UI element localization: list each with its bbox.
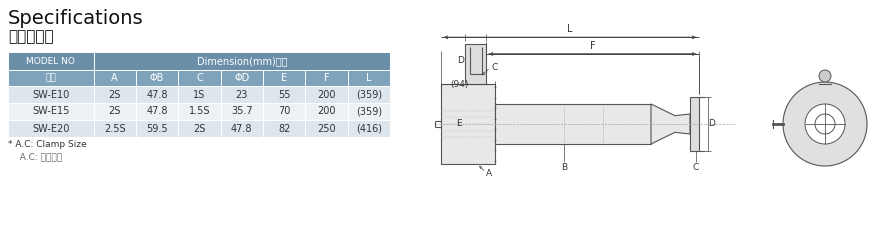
Bar (220, 70, 263, 86)
Text: A: A (112, 73, 118, 83)
Text: L: L (366, 73, 372, 83)
Circle shape (805, 104, 845, 144)
Text: L: L (567, 24, 573, 34)
Bar (94, 70, 136, 86)
Polygon shape (441, 84, 495, 164)
Bar (305, 103, 348, 120)
Bar (94, 52, 390, 70)
Bar (94, 120, 136, 137)
Text: F: F (324, 73, 329, 83)
Bar (348, 103, 390, 120)
Text: 设备参数：: 设备参数： (8, 29, 54, 44)
Text: 35.7: 35.7 (231, 106, 252, 116)
Bar (305, 120, 348, 137)
Circle shape (819, 70, 831, 82)
Text: 1.5S: 1.5S (189, 106, 210, 116)
Polygon shape (465, 44, 486, 84)
Text: B: B (561, 163, 567, 172)
Text: F: F (589, 41, 596, 51)
Text: C: C (196, 73, 203, 83)
Text: SW-E10: SW-E10 (32, 90, 69, 100)
Bar (136, 70, 178, 86)
Bar (348, 86, 390, 103)
Bar (8, 120, 94, 137)
Bar (178, 86, 220, 103)
Bar (220, 86, 263, 103)
Text: 型号: 型号 (45, 73, 56, 82)
Text: 2S: 2S (109, 90, 121, 100)
Text: (94): (94) (450, 80, 468, 89)
Text: 200: 200 (317, 106, 335, 116)
Bar (263, 86, 305, 103)
Text: 2S: 2S (193, 123, 205, 133)
Bar (305, 70, 348, 86)
Text: 82: 82 (278, 123, 290, 133)
Text: D: D (457, 56, 464, 65)
Text: Dimension(mm)尺寸: Dimension(mm)尺寸 (196, 56, 287, 66)
Bar (136, 86, 178, 103)
Circle shape (815, 114, 835, 134)
Text: E: E (281, 73, 288, 83)
Circle shape (783, 82, 867, 166)
Bar (263, 70, 305, 86)
Bar (348, 120, 390, 137)
Bar (94, 103, 136, 120)
Bar (348, 70, 390, 86)
Bar (136, 103, 178, 120)
Bar (136, 120, 178, 137)
Text: 250: 250 (317, 123, 335, 133)
Text: D: D (708, 120, 715, 129)
Bar (178, 120, 220, 137)
Bar (220, 103, 263, 120)
Text: 55: 55 (278, 90, 290, 100)
Text: 70: 70 (278, 106, 290, 116)
Text: MODEL NO: MODEL NO (27, 57, 75, 65)
Bar (220, 120, 263, 137)
Text: A: A (486, 170, 492, 179)
Text: ΦD: ΦD (235, 73, 250, 83)
Text: C: C (492, 63, 498, 72)
Bar (94, 86, 136, 103)
Text: Specifications: Specifications (8, 9, 143, 28)
Polygon shape (690, 97, 699, 151)
Bar (178, 103, 220, 120)
Text: 47.8: 47.8 (146, 90, 168, 100)
Polygon shape (651, 104, 690, 144)
Bar (178, 70, 220, 86)
Bar (8, 52, 94, 70)
Text: 2S: 2S (109, 106, 121, 116)
Text: SW-E20: SW-E20 (32, 123, 69, 133)
Text: 1S: 1S (193, 90, 205, 100)
Text: (416): (416) (356, 123, 381, 133)
Bar (8, 70, 94, 86)
Bar (8, 103, 94, 120)
Bar (263, 120, 305, 137)
Text: (359): (359) (356, 90, 382, 100)
Text: ΦB: ΦB (150, 73, 165, 83)
Text: 47.8: 47.8 (231, 123, 252, 133)
Text: E: E (456, 120, 462, 129)
Text: 47.8: 47.8 (146, 106, 168, 116)
Bar (263, 103, 305, 120)
Bar (305, 86, 348, 103)
Text: C: C (693, 163, 699, 172)
Text: 200: 200 (317, 90, 335, 100)
Text: (359): (359) (356, 106, 382, 116)
Text: 59.5: 59.5 (146, 123, 168, 133)
Polygon shape (495, 104, 651, 144)
Text: 23: 23 (235, 90, 248, 100)
Text: * A.C: Clamp Size: * A.C: Clamp Size (8, 140, 87, 149)
Text: A.C: 卡筜规格: A.C: 卡筜规格 (14, 152, 62, 161)
Text: SW-E15: SW-E15 (32, 106, 69, 116)
Bar (8, 86, 94, 103)
Text: 2.5S: 2.5S (104, 123, 126, 133)
